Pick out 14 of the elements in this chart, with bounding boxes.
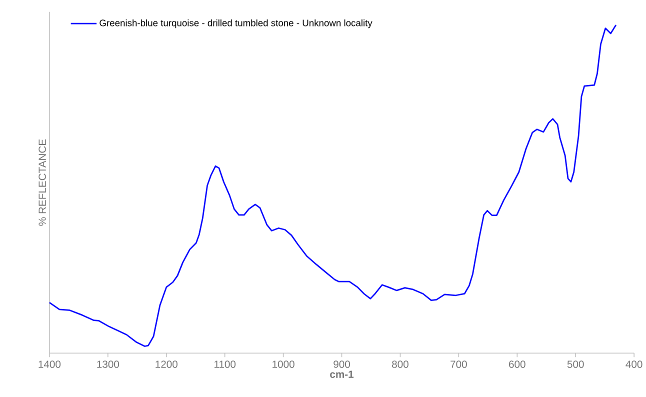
x-tick-label: 1300 [97,360,120,368]
legend-label: Greenish-blue turquoise - drilled tumbled stone - Unknown locality [100,20,372,28]
x-tick-label: 1400 [38,360,61,368]
x-tick-label: 900 [334,360,350,368]
x-tick-label: 1200 [156,360,178,368]
x-tick-label: 800 [392,360,408,368]
x-tick-label: 500 [567,360,584,368]
x-tick-label: 1100 [214,360,236,368]
x-tick-label: 600 [509,360,526,368]
x-tick-label: 1000 [272,360,294,368]
x-axis-title: cm-1 [330,370,354,378]
y-axis-title: % REFLECTANCE [38,140,46,226]
x-tick-label: 700 [450,360,467,368]
x-tick-label: 400 [626,360,642,368]
